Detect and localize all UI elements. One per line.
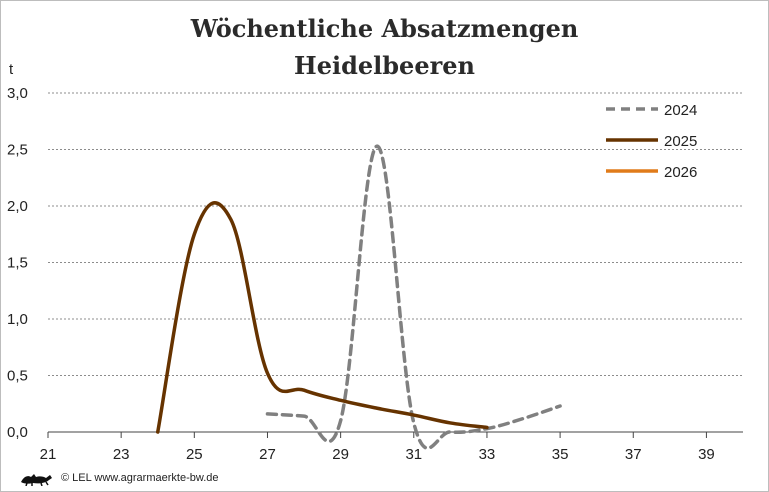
footer: © LEL www.agrarmaerkte-bw.de [19,470,219,486]
chart-subtitle: Heidelbeeren [294,51,475,80]
x-tick-label: 21 [40,446,57,463]
gridlines [48,92,743,433]
chart-title: Wöchentliche Absatzmengen [190,14,579,43]
y-axis-ticks: 0,0 0,5 1,0 1,5 2,0 2,5 3,0 [7,85,28,441]
y-axis-label: t [9,61,14,78]
series-lines [155,144,562,450]
bw-lions-logo-icon [21,474,52,486]
x-tick-label: 31 [405,446,422,463]
footer-credit: © LEL www.agrarmaerkte-bw.de [61,472,219,484]
y-tick-label: 1,0 [7,311,28,328]
y-tick-label: 2,0 [7,198,28,215]
x-tick-label: 35 [552,446,569,463]
legend: 2024 2025 2026 [606,102,697,181]
legend-label-2026: 2026 [664,164,697,181]
x-tick-label: 37 [625,446,642,463]
y-tick-label: 0,5 [7,368,28,385]
x-tick-label: 39 [698,446,715,463]
y-tick-label: 0,0 [7,424,28,441]
series-line-2024 [265,144,562,450]
x-tick-label: 33 [479,446,496,463]
x-tick-label: 27 [259,446,276,463]
y-tick-label: 1,5 [7,255,28,272]
x-tick-label: 23 [113,446,130,463]
legend-label-2024: 2024 [664,102,697,119]
y-tick-label: 3,0 [7,85,28,102]
legend-label-2025: 2025 [664,133,697,150]
x-axis-ticks: 21 23 25 27 29 31 33 35 37 39 [40,432,715,463]
y-tick-label: 2,5 [7,142,28,159]
x-tick-label: 25 [186,446,203,463]
x-tick-label: 29 [332,446,349,463]
series-line-2025 [155,201,489,434]
